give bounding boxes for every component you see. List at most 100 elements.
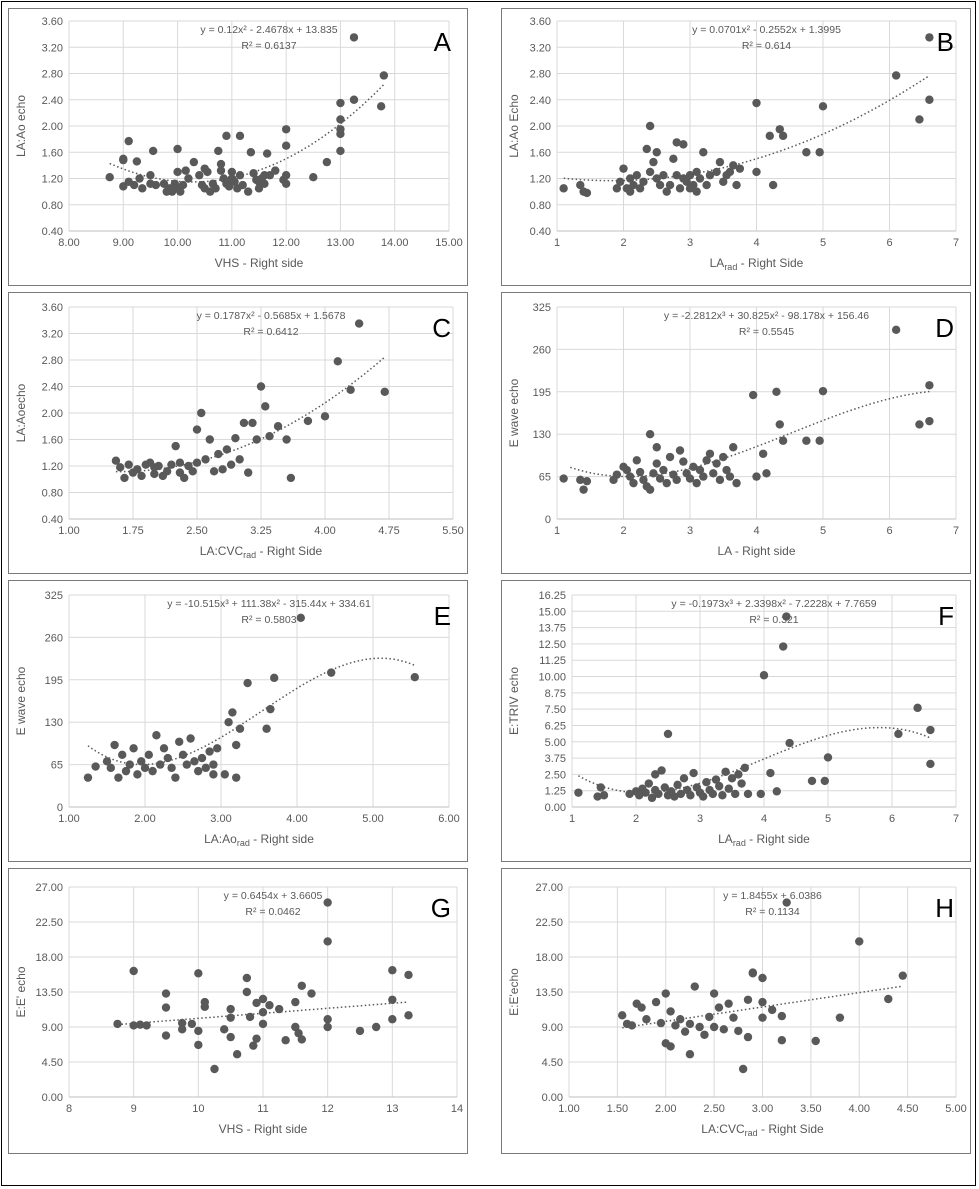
data-point [835,1013,845,1022]
data-point [725,472,735,481]
data-point [807,776,817,786]
x-tick-label: 6.00 [438,813,459,825]
chart-c: 1.00 1.75 2.50 3.25 4.00 4.75 5.50 0.40 0.80 1.20… [14,302,464,560]
data-point [645,485,655,494]
panel-letter: G [431,893,451,923]
data-point [695,465,705,475]
y-tick-label: 325 [45,590,63,602]
data-point [686,791,695,800]
x-tick-label: 1.75 [122,525,143,537]
data-point [129,744,138,753]
data-point [129,180,139,190]
data-point [779,642,788,651]
data-point [303,416,313,426]
data-point [727,774,737,783]
data-point [178,750,188,760]
data-point [662,187,671,196]
y-tick-label: 3.20 [42,42,63,54]
trendline [563,74,930,182]
data-point [714,1003,724,1012]
data-point [404,970,413,980]
data-point [641,788,650,797]
data-point [818,102,828,111]
data-point [680,1027,690,1036]
data-point [261,402,270,411]
data-point [216,159,226,169]
y-tick-label: 13.50 [535,987,563,999]
data-point [823,753,833,762]
data-point [612,470,622,479]
trendline [622,985,903,1029]
data-point [721,767,730,776]
data-point [232,1050,242,1059]
data-point [669,154,678,164]
y-tick-label: 0 [57,802,63,814]
data-point [645,121,655,131]
x-tick-label: 6 [889,813,895,825]
data-point [133,770,142,779]
x-axis-title: LA - Right side [717,544,795,558]
data-point [925,33,934,42]
y-tick-label: 1.60 [530,147,551,159]
data-point [181,166,190,175]
data-point [670,792,679,801]
y-tick-label: 3.20 [530,42,551,54]
data-point [205,435,214,444]
data-point [190,757,199,766]
data-point [768,180,778,190]
data-point [137,471,146,481]
data-point [346,385,355,395]
y-tick-label: 3.75 [545,753,566,765]
x-tick-label: 11.00 [218,237,245,249]
data-point [692,187,701,196]
x-tick-label: 14.00 [381,237,409,249]
data-point [228,708,237,717]
y-tick-label: 2.50 [545,769,566,781]
data-point [210,1064,219,1074]
data-point [111,456,121,465]
x-axis-title: LA:Aorad - Right side [204,832,314,848]
panel-h: 1.00 1.50 2.00 2.50 3.00 3.50 4.00 4.50 5.00 0.00… [501,868,971,1154]
data-point [699,148,708,157]
data-point [802,148,811,157]
x-tick-label: 1.00 [58,525,79,537]
trend-equation: y = 1.8455x + 6.0386 [723,890,822,902]
data-point [705,171,715,180]
data-point [154,461,163,471]
data-point [320,412,330,421]
data-point [777,1011,787,1021]
data-point [926,759,935,769]
x-tick-label: 6 [886,525,892,537]
y-tick-label: 260 [533,344,551,356]
data-point [625,472,635,481]
data-point [297,981,306,990]
data-point [649,157,658,167]
data-point [685,171,695,180]
data-point [785,738,794,748]
y-tick-label: 6.25 [545,720,566,732]
data-point [83,773,93,782]
x-tick-label: 5.00 [945,1103,966,1115]
data-point [144,750,153,760]
data-point [672,475,681,485]
data-point [765,131,774,141]
data-point [722,465,731,475]
data-point [388,995,397,1004]
data-point [294,1029,303,1038]
data-point [271,166,280,175]
data-point [632,171,641,180]
y-tick-label: 2.80 [42,69,63,81]
data-point [262,724,271,733]
y-tick-label: 8.75 [545,688,566,700]
x-tick-label: 2.50 [703,1103,724,1115]
data-point [281,179,291,188]
data-point [235,455,244,464]
data-point [637,1003,646,1012]
x-tick-label: 2 [620,237,626,249]
data-point [163,753,172,763]
data-point [915,420,924,429]
x-tick-label: 15.00 [435,237,463,249]
data-point [226,1032,235,1042]
x-tick-label: 3.00 [210,813,231,825]
data-point [178,180,188,190]
